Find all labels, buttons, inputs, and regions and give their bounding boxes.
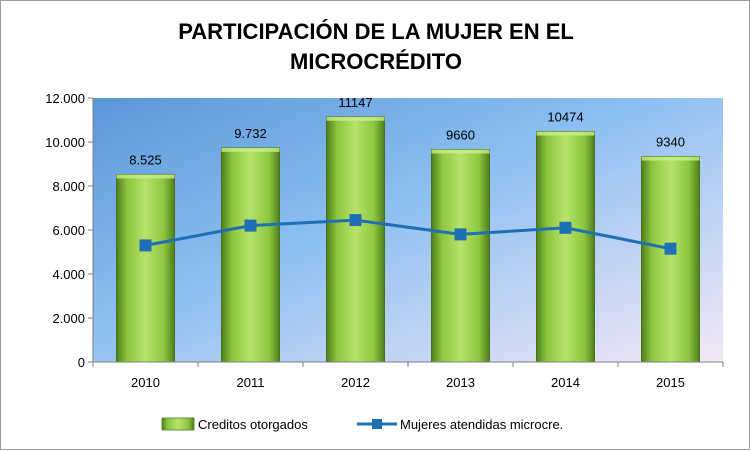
bar-data-label: 9.732 — [234, 126, 267, 141]
legend-label-creditos: Creditos otorgados — [198, 417, 308, 432]
bar-data-label: 9660 — [446, 127, 475, 142]
point-mujeres-2012 — [349, 214, 362, 227]
y-tick-label: 4.000 — [52, 267, 85, 282]
x-tick-label: 2011 — [237, 375, 265, 390]
x-tick-label: 2012 — [341, 375, 370, 390]
x-tick-label: 2015 — [656, 375, 685, 390]
x-tick-label: 2014 — [551, 375, 580, 390]
bar-data-label: 10474 — [547, 110, 583, 125]
bar-creditos-2014 — [536, 131, 595, 363]
legend-label-mujeres: Mujeres atendidas microcre. — [400, 417, 563, 432]
y-tick-label: 12.000 — [45, 91, 85, 106]
bar-creditos-2015 — [641, 156, 700, 363]
y-tick-label: 8.000 — [52, 179, 85, 194]
bar-creditos-2012 — [326, 116, 385, 363]
bar-top-highlight — [116, 174, 175, 179]
point-mujeres-2013 — [454, 228, 467, 241]
legend-swatch-creditos — [161, 417, 195, 431]
chart-title-line-1: PARTICIPACIÓN DE LA MUJER EN EL — [178, 19, 574, 44]
bar-top-highlight — [641, 156, 700, 161]
point-mujeres-2014 — [559, 221, 572, 234]
point-mujeres-2010 — [139, 239, 152, 252]
y-tick-label: 10.000 — [45, 135, 85, 150]
bar-data-label: 9340 — [656, 135, 685, 150]
bar-data-label: 8.525 — [129, 152, 162, 167]
y-tick-label: 0 — [78, 355, 85, 370]
bar-top-highlight — [431, 149, 490, 154]
bar-top-highlight — [326, 116, 385, 121]
bar-creditos-2013 — [431, 148, 490, 363]
bar-top-highlight — [536, 131, 595, 136]
point-mujeres-2015 — [664, 242, 677, 255]
bar-data-label: 11147 — [338, 95, 372, 110]
y-tick-label: 6.000 — [52, 223, 85, 238]
x-tick-label: 2013 — [446, 375, 475, 390]
x-tick-label: 2010 — [131, 375, 160, 390]
legend-marker-mujeres — [372, 419, 382, 429]
series-line-mujeres — [145, 218, 671, 251]
bar-creditos-2010 — [116, 173, 175, 363]
plot-area — [93, 98, 723, 362]
chart-title-line-2: MICROCRÉDITO — [290, 49, 462, 74]
point-mujeres-2011 — [244, 219, 257, 232]
bar-top-highlight — [221, 147, 280, 152]
y-tick-label: 2.000 — [52, 311, 85, 326]
legend: Creditos otorgados Mujeres atendidas mic… — [161, 417, 563, 432]
bar-creditos-2011 — [221, 147, 280, 363]
